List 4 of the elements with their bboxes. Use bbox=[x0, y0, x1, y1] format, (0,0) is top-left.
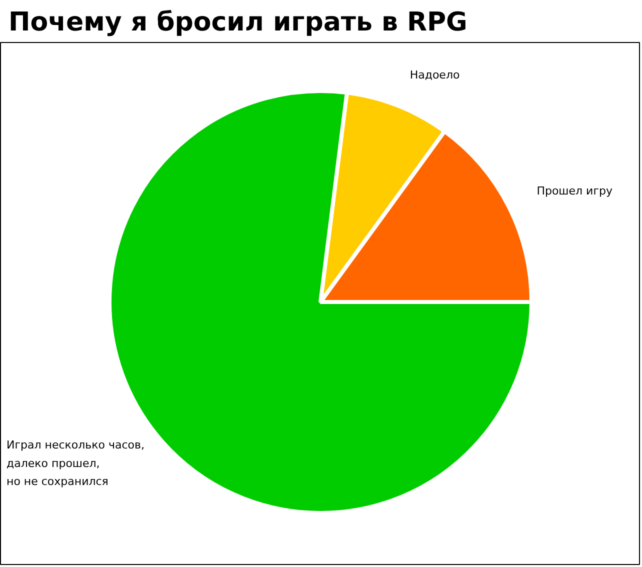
slice-label: Надоело bbox=[410, 68, 460, 82]
slice-label: Играл несколько часов, далеко прошел, но не сохранился bbox=[6, 438, 145, 488]
chart-title: Почему я бросил играть в RPG bbox=[8, 8, 468, 38]
slice-label: Прошел игру bbox=[536, 184, 613, 198]
